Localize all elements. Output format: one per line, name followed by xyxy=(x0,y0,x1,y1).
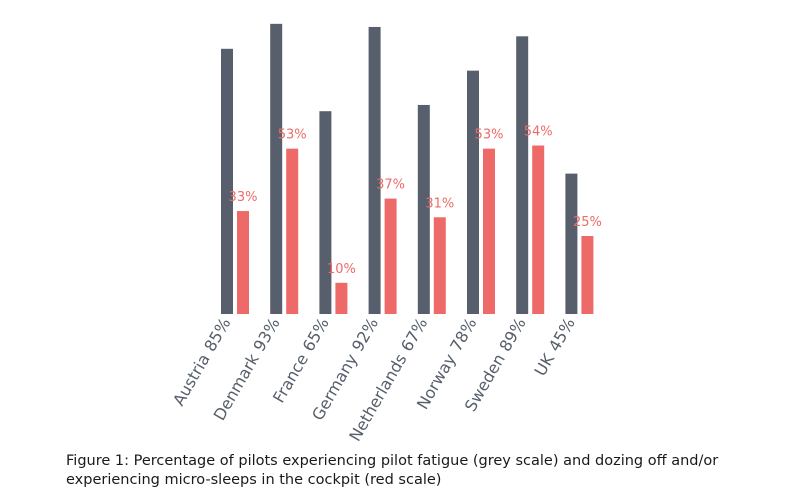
data-label-grey-france: 65% xyxy=(299,315,333,355)
bar-red-norway xyxy=(483,148,495,314)
bar-red-germany xyxy=(384,198,397,314)
bar-grey-denmark xyxy=(270,23,283,315)
data-label-red-netherlands: 31% xyxy=(425,196,454,211)
bar-red-denmark xyxy=(286,148,299,314)
category-name: Norway xyxy=(413,350,460,412)
data-label-grey-norway: 78% xyxy=(446,315,480,355)
bar-red-netherlands xyxy=(433,217,446,314)
bar-grey-austria xyxy=(221,48,233,315)
bar-grey-france xyxy=(319,111,332,314)
bar-red-austria xyxy=(237,211,249,314)
category-name: Austria xyxy=(169,350,214,408)
bar-red-france xyxy=(335,282,348,314)
data-label-red-uk: 25% xyxy=(573,215,602,230)
data-label-grey-sweden: 89% xyxy=(495,315,529,355)
data-label-red-norway: 53% xyxy=(475,128,504,143)
data-label-red-denmark: 53% xyxy=(278,128,307,143)
category-name: Sweden xyxy=(461,350,509,414)
data-label-grey-germany: 92% xyxy=(348,315,382,355)
data-label-grey-uk: 45% xyxy=(545,315,579,355)
data-label-red-sweden: 54% xyxy=(524,125,553,140)
category-name: Germany xyxy=(308,350,361,423)
data-label-grey-denmark: 93% xyxy=(249,315,283,355)
bar-grey-sweden xyxy=(516,36,529,314)
bar-grey-germany xyxy=(368,26,381,315)
bar-red-uk xyxy=(581,236,594,314)
category-name: Denmark xyxy=(210,350,264,424)
bar-grey-netherlands xyxy=(417,104,430,315)
data-label-grey-netherlands: 67% xyxy=(397,315,431,355)
data-label-red-germany: 37% xyxy=(376,178,405,193)
data-label-grey-austria: 85% xyxy=(200,315,234,355)
category-name: France xyxy=(269,350,312,406)
bar-grey-norway xyxy=(467,70,479,314)
chart: 33% Austria85% 53% Denmark93% 10% France65% 37… xyxy=(169,23,602,444)
caption-line-1: Figure 1: Percentage of pilots experienc… xyxy=(66,453,719,469)
data-label-red-austria: 33% xyxy=(229,190,258,205)
caption-line-2: experiencing micro-sleeps in the cockpit… xyxy=(66,472,442,488)
bar-red-sweden xyxy=(532,145,545,314)
category-name: UK xyxy=(531,350,559,379)
category-label-uk: UK45% xyxy=(531,315,579,380)
figure-caption: Figure 1: Percentage of pilots experienc… xyxy=(66,452,766,490)
data-label-red-france: 10% xyxy=(327,262,356,277)
bar-grey-uk xyxy=(565,173,578,314)
